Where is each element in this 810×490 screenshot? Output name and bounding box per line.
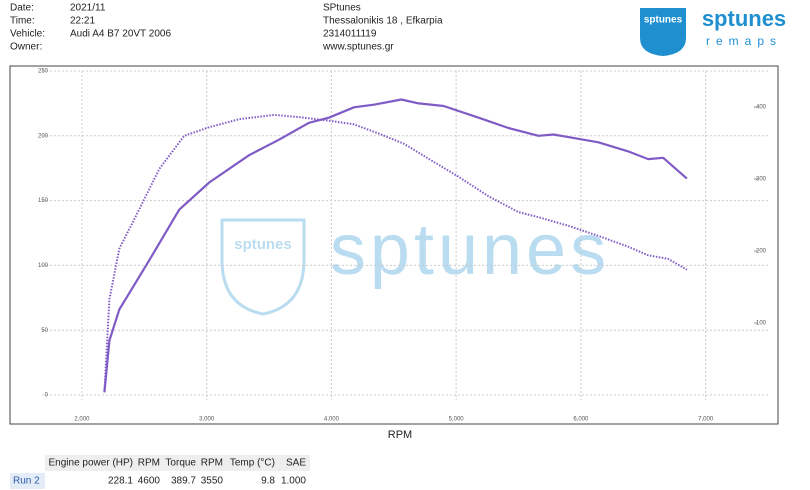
x-tick-label: 5,000 bbox=[449, 417, 465, 423]
y-tick-label: 150 bbox=[38, 198, 49, 204]
table-cell: 228.1 bbox=[108, 476, 133, 487]
header-value: Audi A4 B7 20VT 2006 bbox=[70, 29, 171, 40]
watermark-badge: sptunes bbox=[234, 236, 292, 253]
table-header-bg bbox=[45, 455, 310, 471]
y2-tick-label: 100 bbox=[756, 321, 767, 327]
table-header: Temp (°C) bbox=[230, 458, 275, 469]
header-value: 2021/11 bbox=[70, 3, 106, 14]
y-tick-label: 100 bbox=[38, 263, 49, 269]
logo-badge: sptunes bbox=[644, 15, 683, 26]
table-header: RPM bbox=[138, 458, 160, 469]
power-line bbox=[103, 98, 688, 393]
x-tick-label: 2,000 bbox=[74, 417, 90, 423]
table-header: RPM bbox=[201, 458, 223, 469]
table-cell: 1.000 bbox=[281, 476, 306, 487]
x-axis-label: RPM bbox=[388, 429, 412, 441]
logo-name: sptunes bbox=[702, 6, 786, 31]
x-tick-label: 4,000 bbox=[324, 417, 340, 423]
header-label: Time: bbox=[10, 16, 35, 27]
table-row-bg bbox=[10, 473, 45, 489]
torque-line bbox=[103, 113, 688, 393]
y2-tick-label: 400 bbox=[756, 105, 767, 111]
table-cell: 3550 bbox=[201, 476, 224, 487]
y-tick-label: 250 bbox=[38, 69, 49, 75]
logo-tagline: remaps bbox=[706, 34, 782, 48]
logo: sptunes sptunes remaps bbox=[640, 6, 786, 56]
y-tick-label: 0 bbox=[45, 393, 49, 399]
run-label: Run 2 bbox=[13, 476, 40, 487]
table-header: Torque bbox=[165, 458, 196, 469]
company-info: Thessalonikis 18 , Efkarpia bbox=[323, 16, 443, 27]
x-tick-label: 6,000 bbox=[573, 417, 589, 423]
header-label: Date: bbox=[10, 3, 34, 14]
watermark: sptunes sptunes bbox=[220, 210, 610, 316]
y-tick-label: 200 bbox=[38, 133, 49, 139]
watermark-text: sptunes bbox=[330, 210, 610, 290]
table-header: Engine power (HP) bbox=[49, 458, 133, 469]
header-label: Owner: bbox=[10, 42, 42, 53]
x-tick-label: 7,000 bbox=[698, 417, 714, 423]
table-cell: 4600 bbox=[138, 476, 161, 487]
y2-tick-label: 300 bbox=[756, 177, 767, 183]
company-info: SPtunes bbox=[323, 3, 361, 14]
header-value: 22:21 bbox=[70, 16, 95, 27]
y-tick-label: 50 bbox=[41, 328, 48, 334]
table-cell: 389.7 bbox=[171, 476, 196, 487]
table-header: SAE bbox=[286, 458, 306, 469]
header-label: Vehicle: bbox=[10, 29, 45, 40]
company-info: www.sptunes.gr bbox=[322, 42, 394, 53]
y2-tick-label: 200 bbox=[756, 249, 767, 255]
table-cell: 9.8 bbox=[261, 476, 275, 487]
company-info: 2314011119 bbox=[323, 29, 377, 40]
chart-frame bbox=[9, 65, 779, 425]
x-tick-label: 3,000 bbox=[199, 417, 215, 423]
